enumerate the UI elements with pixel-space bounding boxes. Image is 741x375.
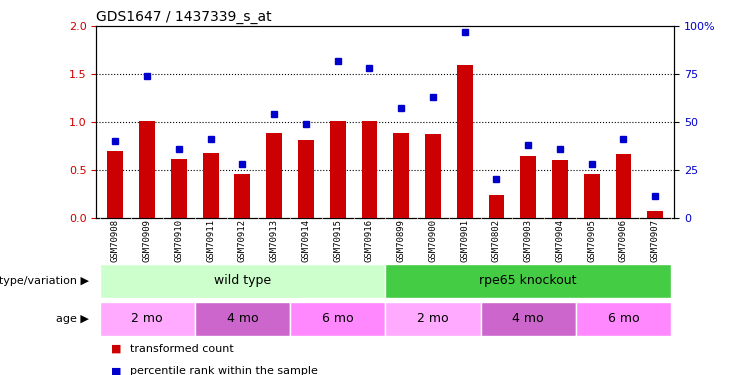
Bar — [362, 121, 377, 218]
Bar — [290, 302, 385, 336]
Text: GSM70905: GSM70905 — [587, 219, 597, 261]
Text: GSM70903: GSM70903 — [524, 219, 533, 261]
Bar — [139, 121, 155, 218]
Text: GSM70901: GSM70901 — [460, 219, 469, 261]
Text: ■: ■ — [111, 344, 122, 354]
Text: rpe65 knockout: rpe65 knockout — [479, 274, 577, 287]
Text: genotype/variation ▶: genotype/variation ▶ — [0, 276, 89, 286]
Bar — [616, 154, 631, 218]
Text: 4 mo: 4 mo — [227, 312, 258, 324]
Bar — [107, 150, 123, 217]
Bar — [576, 302, 671, 336]
Text: GSM70913: GSM70913 — [270, 219, 279, 261]
Text: age ▶: age ▶ — [56, 314, 89, 324]
Bar — [393, 134, 409, 218]
Text: GSM70910: GSM70910 — [174, 219, 184, 261]
Text: GSM70906: GSM70906 — [619, 219, 628, 261]
Text: 6 mo: 6 mo — [608, 312, 639, 324]
Text: GSM70911: GSM70911 — [206, 219, 215, 261]
Text: transformed count: transformed count — [130, 344, 233, 354]
Bar — [99, 264, 385, 298]
Text: GSM70904: GSM70904 — [556, 219, 565, 261]
Text: GSM70916: GSM70916 — [365, 219, 374, 261]
Text: GSM70900: GSM70900 — [428, 219, 437, 261]
Text: 2 mo: 2 mo — [131, 312, 163, 324]
Bar — [456, 64, 473, 218]
Text: GSM70908: GSM70908 — [111, 219, 120, 261]
Text: ■: ■ — [111, 366, 122, 375]
Bar — [171, 159, 187, 218]
Text: 6 mo: 6 mo — [322, 312, 353, 324]
Bar — [481, 302, 576, 336]
Text: GSM70899: GSM70899 — [396, 219, 406, 261]
Text: GSM70914: GSM70914 — [302, 219, 310, 261]
Bar — [99, 302, 195, 336]
Bar — [234, 174, 250, 217]
Bar — [488, 195, 505, 217]
Text: percentile rank within the sample: percentile rank within the sample — [130, 366, 318, 375]
Text: GDS1647 / 1437339_s_at: GDS1647 / 1437339_s_at — [96, 10, 272, 24]
Text: GSM70912: GSM70912 — [238, 219, 247, 261]
Bar — [385, 302, 481, 336]
Bar — [425, 134, 441, 218]
Text: GSM70907: GSM70907 — [651, 219, 659, 261]
Text: GSM70802: GSM70802 — [492, 219, 501, 261]
Bar — [648, 211, 663, 218]
Bar — [298, 140, 314, 218]
Text: GSM70909: GSM70909 — [142, 219, 152, 261]
Bar — [266, 134, 282, 218]
Bar — [195, 302, 290, 336]
Bar — [330, 121, 345, 218]
Bar — [520, 156, 536, 218]
Text: wild type: wild type — [214, 274, 271, 287]
Bar — [584, 174, 599, 217]
Bar — [203, 153, 219, 218]
Text: 2 mo: 2 mo — [417, 312, 449, 324]
Bar — [552, 160, 568, 218]
Bar — [385, 264, 671, 298]
Text: GSM70915: GSM70915 — [333, 219, 342, 261]
Text: 4 mo: 4 mo — [513, 312, 544, 324]
